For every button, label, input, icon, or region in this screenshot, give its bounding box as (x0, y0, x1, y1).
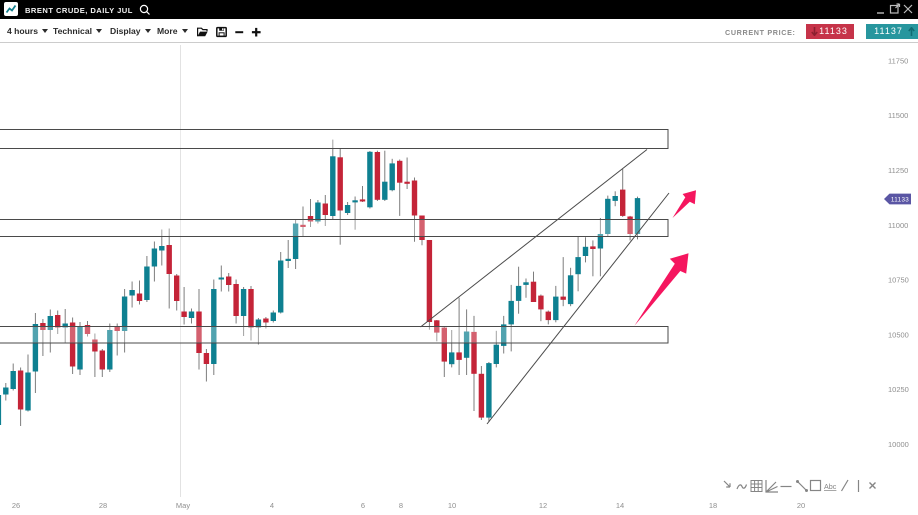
svg-text:4: 4 (270, 501, 274, 510)
svg-text:10250: 10250 (888, 385, 909, 394)
svg-text:11500: 11500 (888, 111, 908, 120)
svg-text:18: 18 (709, 501, 717, 510)
svg-text:Abc: Abc (824, 482, 837, 491)
svg-text:10000: 10000 (888, 440, 909, 449)
svg-text:May: May (176, 501, 190, 510)
svg-text:11000: 11000 (888, 221, 908, 230)
svg-text:28: 28 (99, 501, 107, 510)
svg-text:14: 14 (616, 501, 624, 510)
svg-text:10: 10 (448, 501, 456, 510)
svg-text:6: 6 (361, 501, 365, 510)
svg-text:11750: 11750 (888, 56, 908, 65)
svg-text:26: 26 (12, 501, 20, 510)
svg-text:11250: 11250 (888, 166, 908, 175)
svg-text:10500: 10500 (888, 330, 909, 339)
svg-text:8: 8 (399, 501, 403, 510)
svg-text:11133: 11133 (891, 196, 909, 203)
svg-text:20: 20 (797, 501, 805, 510)
svg-text:10750: 10750 (888, 276, 909, 285)
svg-text:12: 12 (539, 501, 547, 510)
